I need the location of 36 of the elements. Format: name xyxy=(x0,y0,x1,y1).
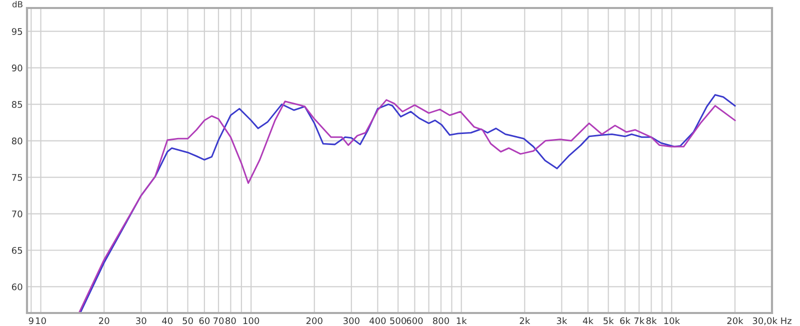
x-tick-label: 10 xyxy=(36,317,46,324)
y-tick-label: 90 xyxy=(12,64,22,72)
x-tick-label: 50 xyxy=(182,317,193,324)
x-tick-label: 10k xyxy=(664,317,680,324)
y-tick-label: 75 xyxy=(12,174,22,181)
x-tick-label: 500 xyxy=(390,317,406,324)
y-axis-title: dB xyxy=(12,0,22,8)
y-tick-label: 70 xyxy=(12,210,22,218)
x-tick-label: 5k xyxy=(604,317,614,324)
y-tick-label: 85 xyxy=(12,101,22,108)
x-tick-label: 7k xyxy=(634,317,645,324)
x-tick-label: 200 xyxy=(306,317,322,324)
x-tick-label: 100 xyxy=(243,317,260,324)
x-tick-label: 20k xyxy=(727,317,744,324)
x-tick-label: 30,0k Hz xyxy=(752,317,792,326)
x-tick-label: 6k xyxy=(620,317,630,324)
x-tick-label: 40 xyxy=(162,317,173,324)
y-tick-label: 95 xyxy=(12,28,22,35)
y-tick-label: 60 xyxy=(12,283,22,290)
y-tick-label: 80 xyxy=(12,138,22,144)
x-tick-label: 4k xyxy=(582,317,594,324)
x-tick-label: 2k xyxy=(520,317,530,324)
x-tick-label: 600 xyxy=(406,317,423,324)
x-tick-label: 80 xyxy=(226,317,236,324)
x-tick-label: 300 xyxy=(343,317,360,324)
x-tick-label: 8k xyxy=(646,317,657,324)
x-tick-label: 60 xyxy=(199,317,210,324)
x-tick-label: 3k xyxy=(556,317,568,324)
x-tick-label: 70 xyxy=(213,317,224,324)
x-tick-label: 1k xyxy=(456,317,467,324)
x-tick-label: 9 xyxy=(28,317,34,324)
x-tick-label: 30 xyxy=(136,317,146,324)
x-tick-label: 800 xyxy=(432,317,450,324)
y-tick-label: 65 xyxy=(12,246,22,254)
x-tick-label: 20 xyxy=(99,317,110,324)
x-tick-label: 400 xyxy=(370,317,386,324)
